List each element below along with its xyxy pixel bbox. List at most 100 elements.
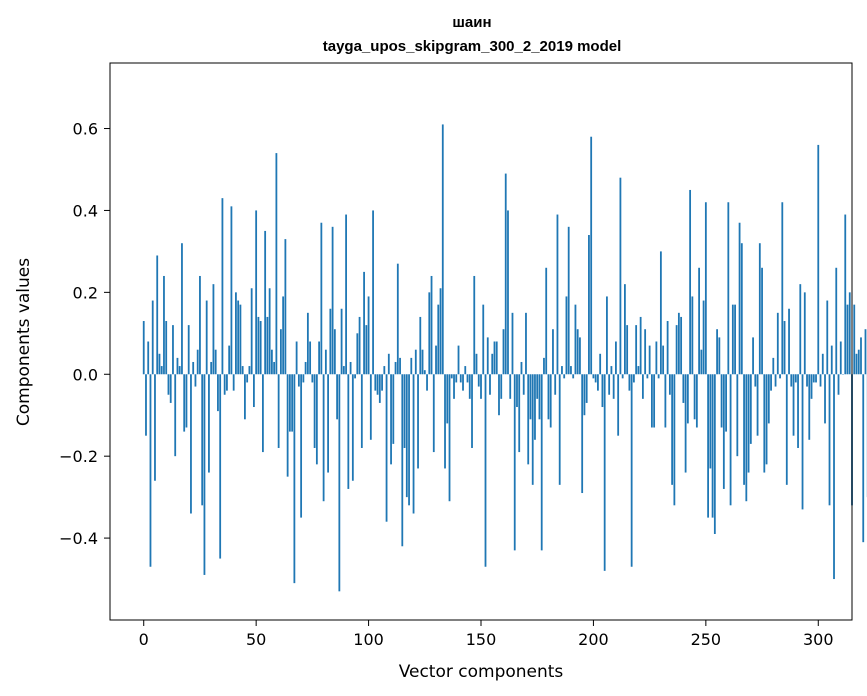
bar-215 <box>626 325 629 375</box>
bar-267 <box>743 374 745 485</box>
bar-70 <box>300 374 303 518</box>
bar-230 <box>659 251 662 375</box>
bar-139 <box>455 374 458 383</box>
bar-61 <box>279 329 282 375</box>
bar-157 <box>495 341 498 375</box>
bar-289 <box>792 374 795 436</box>
bar-182 <box>552 329 554 375</box>
bar-249 <box>702 300 705 375</box>
bar-65 <box>288 374 291 432</box>
bar-239 <box>680 316 683 375</box>
bar-45 <box>244 374 246 420</box>
bar-309 <box>837 374 840 395</box>
bar-297 <box>810 374 813 399</box>
plot-frame <box>109 62 853 621</box>
bar-10 <box>165 321 168 375</box>
bar-293 <box>801 374 804 510</box>
bar-190 <box>570 366 572 375</box>
bar-73 <box>306 312 309 375</box>
bar-283 <box>779 374 781 379</box>
bar-205 <box>603 374 606 571</box>
bar-308 <box>835 267 838 375</box>
bar-43 <box>239 304 242 375</box>
bar-174 <box>534 374 536 440</box>
bar-113 <box>396 263 399 375</box>
bar-67 <box>293 374 296 584</box>
bar-2 <box>147 341 150 375</box>
bar-159 <box>500 374 503 399</box>
bar-196 <box>583 374 586 416</box>
bar-50 <box>255 210 258 375</box>
bar-97 <box>360 374 363 448</box>
bar-210 <box>615 341 617 375</box>
bar-53 <box>262 374 264 453</box>
bar-216 <box>628 374 631 391</box>
bar-285 <box>783 321 786 375</box>
bar-202 <box>597 374 599 391</box>
bar-172 <box>529 374 532 420</box>
bar-238 <box>677 312 680 375</box>
bar-254 <box>713 374 716 534</box>
bar-85 <box>333 329 336 375</box>
bar-54 <box>264 230 267 375</box>
bar-296 <box>808 374 811 440</box>
bar-156 <box>493 341 496 375</box>
bar-94 <box>354 374 356 379</box>
bar-318 <box>857 349 860 375</box>
bar-155 <box>491 353 494 375</box>
x-tick-label: 50 <box>246 630 266 649</box>
bar-207 <box>608 374 611 395</box>
bar-49 <box>253 374 255 408</box>
bar-213 <box>621 374 624 379</box>
bar-116 <box>403 374 406 448</box>
bar-279 <box>770 374 772 391</box>
bar-284 <box>781 202 784 375</box>
bar-86 <box>336 374 338 420</box>
bar-135 <box>446 374 449 424</box>
bar-52 <box>259 321 262 375</box>
bar-91 <box>347 374 350 489</box>
bar-255 <box>716 329 718 375</box>
bar-117 <box>405 374 408 498</box>
bar-154 <box>489 374 491 395</box>
bar-306 <box>830 345 833 375</box>
bar-321 <box>864 329 867 375</box>
bar-22 <box>192 361 195 375</box>
bar-227 <box>653 374 656 428</box>
bar-234 <box>668 374 671 395</box>
bar-208 <box>610 366 613 375</box>
bar-103 <box>374 374 377 391</box>
bar-150 <box>480 374 482 399</box>
bar-108 <box>385 374 388 522</box>
bar-173 <box>531 374 534 485</box>
bar-193 <box>576 329 579 375</box>
y-tick-label: −0.4 <box>59 529 98 548</box>
bar-129 <box>432 374 435 453</box>
bar-4 <box>151 300 154 375</box>
bar-7 <box>158 353 161 375</box>
bar-244 <box>691 296 694 375</box>
bar-17 <box>181 243 183 375</box>
bar-138 <box>453 374 455 399</box>
chart-subtitle: tayga_upos_skipgram_300_2_2019 model <box>323 38 622 55</box>
bar-181 <box>549 374 552 428</box>
bar-314 <box>848 292 851 375</box>
bar-136 <box>448 374 451 502</box>
bar-39 <box>230 206 233 375</box>
bar-137 <box>450 374 453 379</box>
bar-180 <box>547 374 550 420</box>
bar-240 <box>682 374 685 403</box>
bar-64 <box>286 374 289 477</box>
bar-222 <box>641 374 644 399</box>
bar-95 <box>356 333 359 375</box>
bar-169 <box>522 374 525 395</box>
bar-15 <box>176 357 179 375</box>
bar-237 <box>675 325 678 375</box>
bar-292 <box>799 284 802 375</box>
bar-245 <box>693 374 696 420</box>
y-tick-label: 0.2 <box>73 283 98 302</box>
bar-232 <box>664 374 667 428</box>
bar-317 <box>855 353 858 375</box>
bar-34 <box>219 374 222 559</box>
